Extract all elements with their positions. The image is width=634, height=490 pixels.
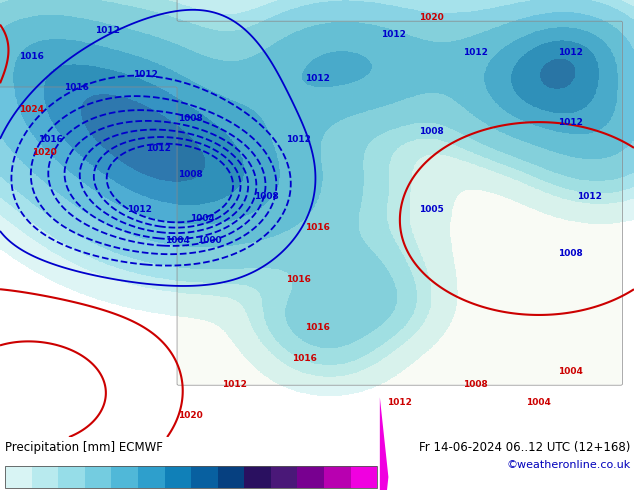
Text: 1000: 1000 (197, 236, 221, 245)
Text: 1012: 1012 (558, 118, 583, 127)
Text: 1020: 1020 (418, 13, 444, 22)
Text: 1012: 1012 (146, 144, 171, 153)
Text: 1016: 1016 (63, 83, 89, 92)
Text: 1004: 1004 (526, 397, 552, 407)
Text: 1020: 1020 (178, 411, 203, 420)
Bar (297, 466, 324, 488)
Bar (5, 466, 377, 488)
Text: 1008: 1008 (178, 114, 203, 122)
Text: 1005: 1005 (418, 205, 444, 214)
Text: 1012: 1012 (558, 48, 583, 57)
Text: 1016: 1016 (19, 52, 44, 61)
Text: 1008: 1008 (254, 192, 279, 201)
Text: 1012: 1012 (463, 48, 488, 57)
Text: 1016: 1016 (304, 323, 330, 332)
Text: 1012: 1012 (133, 70, 158, 79)
Bar (244, 466, 271, 488)
Text: 1008: 1008 (418, 126, 444, 136)
Text: 1024: 1024 (19, 105, 44, 114)
Text: 1012: 1012 (127, 205, 152, 214)
Text: 1016: 1016 (304, 223, 330, 232)
Text: 1020: 1020 (32, 148, 57, 157)
Bar (32, 466, 58, 488)
Bar (5, 466, 32, 488)
Text: 1012: 1012 (304, 74, 330, 83)
Bar (351, 466, 377, 488)
Text: 1016: 1016 (285, 275, 311, 284)
Text: 1012: 1012 (222, 380, 247, 389)
Text: 1012: 1012 (285, 135, 311, 145)
Bar (58, 466, 85, 488)
Text: 1008: 1008 (558, 249, 583, 258)
Text: 1004: 1004 (190, 214, 216, 223)
Text: 1012: 1012 (387, 397, 412, 407)
Bar (217, 466, 244, 488)
Bar (271, 466, 297, 488)
Bar (191, 466, 217, 488)
Text: 1012: 1012 (577, 192, 602, 201)
Text: 1012: 1012 (95, 26, 120, 35)
Text: 1008: 1008 (178, 171, 203, 179)
Bar (165, 466, 191, 488)
Bar (112, 466, 138, 488)
Text: 1008: 1008 (463, 380, 488, 389)
Text: 1004: 1004 (165, 236, 190, 245)
Text: 1016: 1016 (292, 354, 317, 363)
Text: 1016: 1016 (38, 135, 63, 145)
Text: 1004: 1004 (558, 367, 583, 376)
Bar (138, 466, 165, 488)
Text: ©weatheronline.co.uk: ©weatheronline.co.uk (507, 460, 631, 469)
Text: 1012: 1012 (380, 30, 406, 40)
Bar (85, 466, 112, 488)
Bar (324, 466, 351, 488)
Text: Fr 14-06-2024 06..12 UTC (12+168): Fr 14-06-2024 06..12 UTC (12+168) (420, 441, 631, 454)
Text: Precipitation [mm] ECMWF: Precipitation [mm] ECMWF (5, 441, 163, 454)
